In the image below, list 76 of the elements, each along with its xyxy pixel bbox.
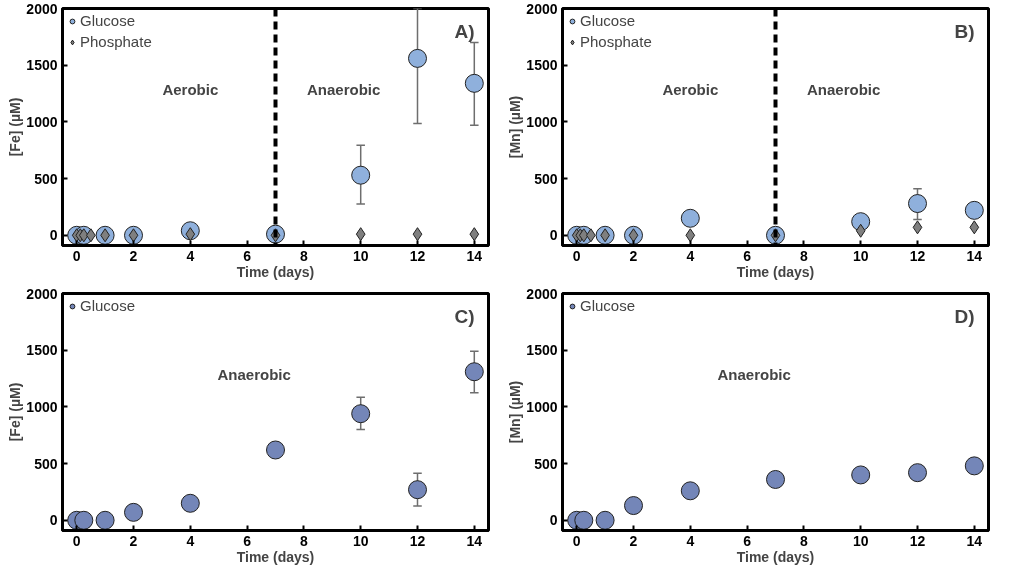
y-tick-label: 1500	[526, 57, 558, 74]
y-tick-label: 1000	[526, 113, 558, 130]
annotation: Anaerobic	[217, 365, 291, 383]
annotation: Anaerobic	[717, 365, 791, 383]
x-tick-label: 4	[186, 532, 195, 549]
y-tick-label: 0	[49, 512, 58, 529]
y-tick-label: 500	[34, 455, 58, 472]
x-tick-label: 12	[909, 247, 926, 264]
x-tick-label: 14	[466, 532, 483, 549]
y-tick-label: 0	[549, 512, 558, 529]
x-tick-label: 10	[352, 247, 369, 264]
y-axis-title: [Fe] (µM)	[7, 382, 24, 442]
x-tick-label: 14	[966, 247, 983, 264]
x-tick-label: 12	[409, 247, 426, 264]
y-tick-label: 0	[49, 227, 58, 244]
x-tick-label: 0	[72, 247, 81, 264]
x-tick-label: 2	[629, 532, 638, 549]
x-tick-label: 4	[686, 532, 695, 549]
y-axis-title: [Fe] (µM)	[7, 97, 24, 157]
x-axis-title: Time (days)	[236, 263, 315, 280]
x-tick-label: 2	[629, 247, 638, 264]
x-axis-title: Time (days)	[736, 263, 815, 280]
y-tick-label: 1500	[26, 342, 58, 359]
x-tick-label: 0	[572, 247, 581, 264]
y-tick-label: 500	[534, 455, 558, 472]
x-tick-label: 2	[129, 532, 138, 549]
x-tick-label: 2	[129, 247, 138, 264]
annotation: Anaerobic	[306, 80, 381, 98]
y-tick-label: 2000	[26, 285, 58, 302]
y-axis-title: [Mn] (µM)	[507, 380, 524, 444]
y-tick-label: 0	[549, 227, 558, 244]
annotation: A)	[454, 20, 475, 42]
x-tick-label: 6	[743, 247, 752, 264]
annotation: Aerobic	[162, 80, 219, 98]
x-tick-label: 10	[852, 532, 869, 549]
x-tick-label: 12	[409, 532, 426, 549]
x-tick-label: 0	[72, 532, 81, 549]
legend-label: Glucose	[80, 297, 136, 314]
legend-label: Phosphate	[580, 33, 652, 50]
y-tick-label: 500	[34, 170, 58, 187]
legend-label: Glucose	[580, 12, 636, 29]
x-tick-label: 8	[800, 532, 809, 549]
x-tick-label: 8	[300, 532, 309, 549]
y-tick-label: 2000	[526, 285, 558, 302]
annotation: Aerobic	[662, 80, 719, 98]
y-tick-label: 1000	[26, 398, 58, 415]
x-axis-title: Time (days)	[736, 548, 815, 565]
y-tick-label: 1500	[526, 342, 558, 359]
x-tick-label: 6	[743, 532, 752, 549]
y-axis-title: [Mn] (µM)	[507, 95, 524, 159]
x-tick-label: 14	[466, 247, 483, 264]
x-tick-label: 4	[186, 247, 195, 264]
x-tick-label: 14	[966, 532, 983, 549]
y-tick-label: 1500	[26, 57, 58, 74]
x-tick-label: 6	[243, 532, 252, 549]
y-tick-label: 1000	[526, 398, 558, 415]
annotation: C)	[454, 305, 475, 327]
legend-label: Glucose	[80, 12, 136, 29]
x-axis-title: Time (days)	[236, 548, 315, 565]
legend-label: Phosphate	[80, 33, 152, 50]
x-tick-label: 8	[300, 247, 309, 264]
annotation: B)	[954, 20, 975, 42]
x-tick-label: 10	[852, 247, 869, 264]
legend-label: Glucose	[580, 297, 636, 314]
x-tick-label: 4	[686, 247, 695, 264]
x-tick-label: 10	[352, 532, 369, 549]
x-tick-label: 0	[572, 532, 581, 549]
annotation: Anaerobic	[806, 80, 881, 98]
x-tick-label: 8	[800, 247, 809, 264]
y-tick-label: 500	[534, 170, 558, 187]
annotation: D)	[954, 305, 975, 327]
y-tick-label: 1000	[26, 113, 58, 130]
y-tick-label: 2000	[526, 0, 558, 17]
x-tick-label: 6	[243, 247, 252, 264]
x-tick-label: 12	[909, 532, 926, 549]
y-tick-label: 2000	[26, 0, 58, 17]
